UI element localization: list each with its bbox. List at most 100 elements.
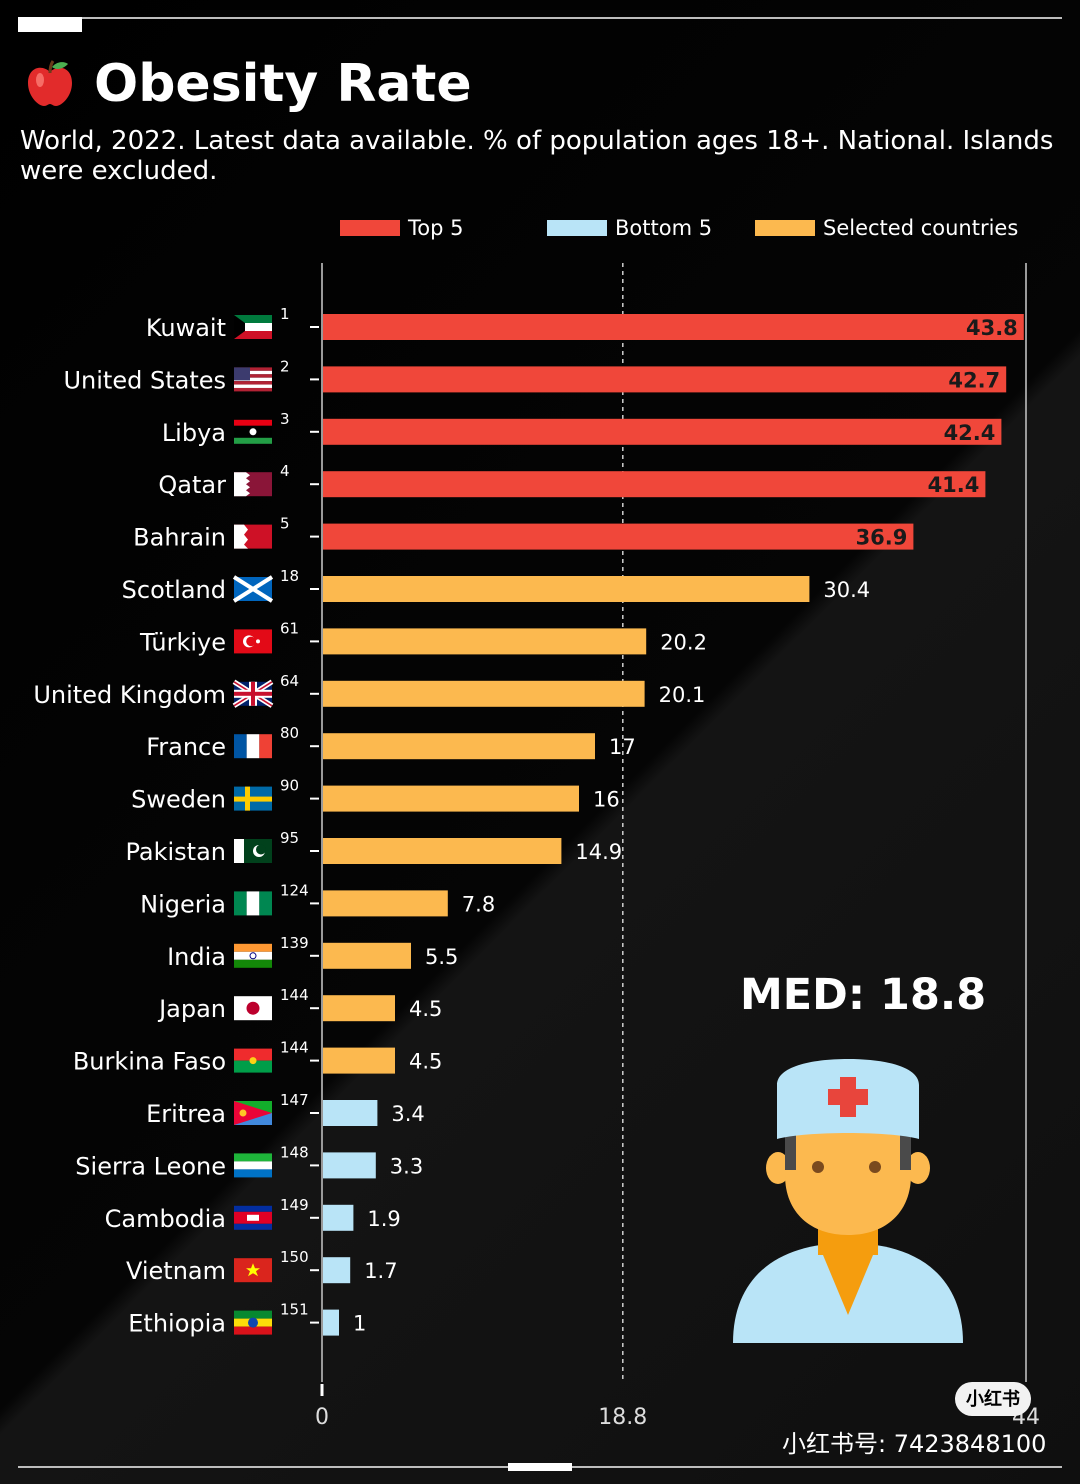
flag-part <box>232 575 274 603</box>
vietnam-flag <box>234 1258 272 1283</box>
data-label: 1.7 <box>364 1259 397 1283</box>
flag-part <box>234 419 272 426</box>
apple-icon <box>24 58 76 113</box>
data-label: 42.4 <box>944 421 996 445</box>
country-label: United States <box>63 366 226 394</box>
flag-part <box>234 951 272 960</box>
flag-part <box>256 639 260 644</box>
bar <box>323 1100 378 1126</box>
japan-flag <box>234 996 272 1021</box>
flag-part <box>246 636 256 647</box>
flag-part <box>234 1161 272 1170</box>
bar <box>323 1047 395 1074</box>
rank-label: 18 <box>280 567 299 585</box>
rank-label: 144 <box>280 986 309 1004</box>
bar <box>323 366 1007 393</box>
rank-label: 139 <box>280 934 309 952</box>
rank-label: 95 <box>280 829 299 847</box>
pakistan-flag <box>234 839 272 863</box>
country-label: Libya <box>162 419 226 447</box>
bar <box>323 418 1002 445</box>
bar <box>323 942 411 969</box>
flag-part <box>239 1109 247 1117</box>
bar <box>323 1204 354 1231</box>
flag-part <box>249 1057 257 1065</box>
country-label: Cambodia <box>105 1205 226 1233</box>
flag-part <box>234 367 272 371</box>
flag-part <box>234 839 244 863</box>
country-label: Kuwait <box>146 314 226 342</box>
flag-part <box>234 331 272 339</box>
chart-row: Scotland 18 30.4 <box>122 567 871 604</box>
data-label: 1 <box>353 1312 366 1336</box>
data-label: 36.9 <box>856 526 908 550</box>
chart-row: India 139 5.5 <box>167 934 458 971</box>
chart-row: Kuwait 1 43.8 <box>146 305 1024 342</box>
country-label: India <box>167 943 226 971</box>
country-label: Pakistan <box>126 838 227 866</box>
flag-part <box>234 315 245 339</box>
chart-row: Eritrea 147 3.4 <box>146 1091 425 1128</box>
country-label: Qatar <box>158 471 226 499</box>
bar <box>323 733 595 760</box>
flag-part <box>248 1317 258 1328</box>
chart-row: United Kingdom 64 20.1 <box>33 672 705 709</box>
legend-label: Bottom 5 <box>615 216 712 240</box>
chart-row: Vietnam 150 1.7 <box>126 1248 398 1285</box>
flag-part <box>234 374 272 378</box>
app-badge: 小红书 <box>955 1382 1031 1416</box>
rank-label: 150 <box>280 1248 309 1266</box>
flag-part <box>234 387 272 392</box>
flag-part <box>234 437 272 444</box>
data-label: 20.1 <box>659 683 706 707</box>
chart-title: Obesity Rate <box>94 54 472 114</box>
flag-part <box>234 377 272 382</box>
bar <box>323 314 1024 340</box>
data-label: 3.3 <box>390 1154 423 1178</box>
flag-part <box>234 381 272 385</box>
bar <box>323 628 647 655</box>
flag-part <box>234 472 250 497</box>
rank-label: 64 <box>280 672 299 690</box>
country-label: Scotland <box>122 576 226 604</box>
legend-label: Top 5 <box>407 216 463 240</box>
chart-row: Sweden 90 16 <box>131 777 620 814</box>
eritrea-flag <box>234 1101 272 1125</box>
chart-row: Japan 144 4.5 <box>157 986 442 1023</box>
flag-part <box>234 315 272 323</box>
median-annotation: MED: 18.8 <box>740 970 987 1020</box>
chart-row: France 80 17 <box>146 724 636 761</box>
flag-part <box>256 844 266 855</box>
flag-part <box>247 1214 259 1221</box>
usa-flag <box>234 367 272 392</box>
rank-label: 90 <box>280 777 299 795</box>
rank-label: 5 <box>280 515 290 533</box>
flag-part <box>234 1101 272 1125</box>
flag-part <box>249 952 257 960</box>
data-label: 42.7 <box>948 368 1000 392</box>
flag-part <box>234 1326 272 1335</box>
bar <box>323 471 986 498</box>
flag-part <box>234 796 272 802</box>
data-label: 14.9 <box>575 840 622 864</box>
rank-label: 147 <box>280 1091 309 1109</box>
bahrain-flag <box>234 524 272 549</box>
data-label: 5.5 <box>425 945 458 969</box>
data-label: 30.4 <box>823 578 870 602</box>
bar <box>323 523 914 550</box>
cambodia-flag <box>234 1205 272 1230</box>
data-label: 43.8 <box>966 316 1018 340</box>
burkina-faso-flag <box>234 1048 272 1073</box>
country-label: Nigeria <box>140 890 226 918</box>
data-label: 4.5 <box>409 1050 442 1074</box>
country-label: Bahrain <box>133 524 226 552</box>
bar <box>323 1152 376 1179</box>
rank-label: 1 <box>280 305 290 323</box>
data-label: 7.8 <box>462 892 495 916</box>
rank-label: 124 <box>280 881 309 899</box>
flag-part <box>234 891 247 916</box>
flag-part <box>234 384 272 388</box>
flag-part <box>234 1048 272 1061</box>
bar <box>323 785 579 812</box>
